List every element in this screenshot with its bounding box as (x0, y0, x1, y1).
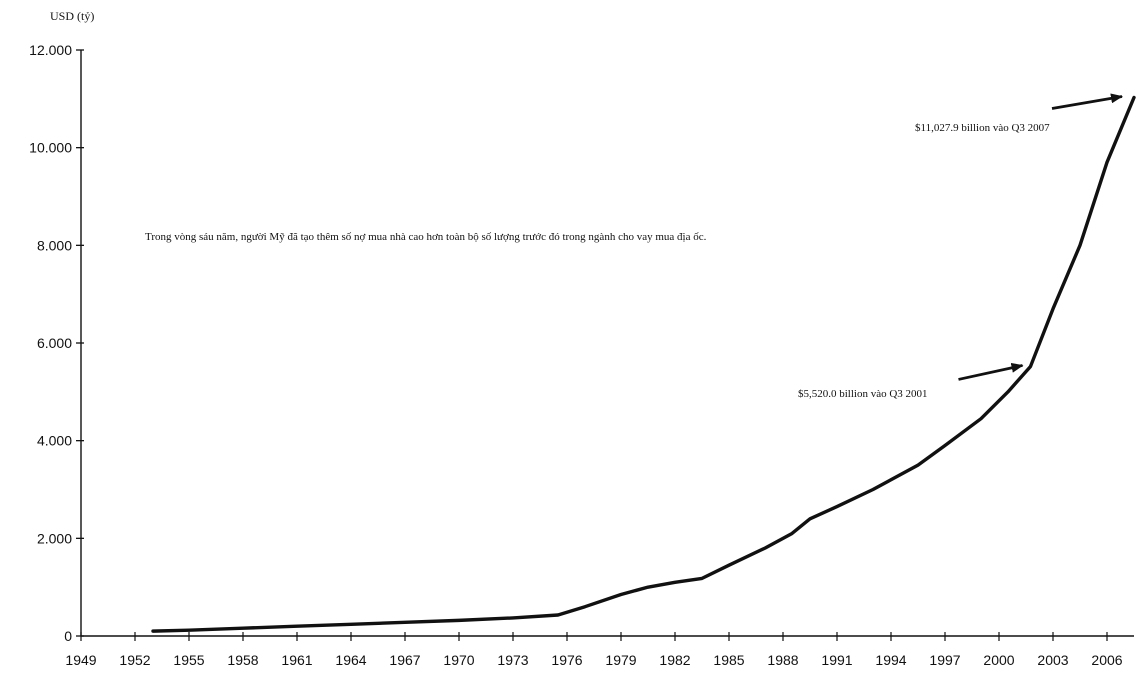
x-tick-label: 1988 (767, 652, 798, 668)
y-tick-label: 10.000 (29, 140, 72, 156)
x-tick-label: 1994 (875, 652, 906, 668)
annotation-2007-arrow (1051, 93, 1123, 110)
x-tick-label: 1961 (281, 652, 312, 668)
y-axis: 0 2.000 4.000 6.000 8.000 10.000 12.000 (29, 42, 84, 644)
annotation-2001-arrow (958, 362, 1024, 381)
y-tick-label: 6.000 (37, 335, 72, 351)
x-tick-label: 1979 (605, 652, 636, 668)
y-axis-unit-label: USD (tỷ) (50, 9, 94, 23)
y-tick-label: 4.000 (37, 433, 72, 449)
series-line-0 (151, 95, 1136, 633)
x-tick-label: 1952 (119, 652, 150, 668)
x-tick-label: 1991 (821, 652, 852, 668)
x-tick-label: 2000 (983, 652, 1014, 668)
x-tick-label: 1955 (173, 652, 204, 668)
y-tick-label: 8.000 (37, 237, 72, 253)
x-tick-label: 1982 (659, 652, 690, 668)
x-tick-label: 2006 (1091, 652, 1122, 668)
x-tick-label: 1967 (389, 652, 420, 668)
x-tick-label: 1964 (335, 652, 366, 668)
x-tick-label: 1970 (443, 652, 474, 668)
x-tick-label: 1949 (65, 652, 96, 668)
x-tick-label: 1985 (713, 652, 744, 668)
plot-area (151, 93, 1136, 633)
x-tick-label: 1997 (929, 652, 960, 668)
y-tick-label: 0 (64, 628, 72, 644)
x-tick-label: 1973 (497, 652, 528, 668)
y-tick-label: 12.000 (29, 42, 72, 58)
x-tick-label: 2003 (1037, 652, 1068, 668)
y-tick-label: 2.000 (37, 530, 72, 546)
main-annotation-text: Trong vòng sáu năm, người Mỹ đã tạo thêm… (145, 231, 707, 243)
x-tick-label: 1976 (551, 652, 582, 668)
annotation-2007-text: $11,027.9 billion vào Q3 2007 (915, 122, 1050, 134)
x-axis: 1949 1952 1955 1958 1961 1964 1967 1970 1973 1976… (65, 632, 1134, 668)
annotation-2001-text: $5,520.0 billion vào Q3 2001 (798, 388, 928, 400)
x-tick-label: 1958 (227, 652, 258, 668)
